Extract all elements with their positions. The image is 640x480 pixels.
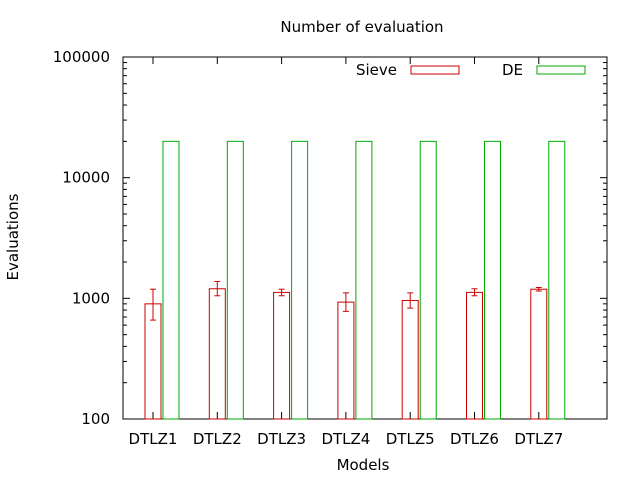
sieve-bar [337,301,355,420]
legend-label-sieve: Sieve [356,61,397,79]
de-bar [291,140,309,420]
sieve-bar [466,291,483,420]
legend: Sieve DE [356,61,586,79]
bars-layer [144,140,566,420]
de-bar [548,140,566,420]
x-tick-label: DTLZ5 [386,430,435,448]
x-axis-label: Models [337,456,390,474]
de-bar [226,140,244,420]
plot-frame [122,56,608,420]
x-tick-label: DTLZ7 [514,430,563,448]
sieve-bar [401,299,419,420]
de-bar [484,140,501,420]
legend-swatch-de [536,65,586,75]
x-tick-label: DTLZ3 [257,430,306,448]
chart-title: Number of evaluation [280,18,443,36]
sieve-bar [273,291,291,420]
sieve-bar [530,288,548,420]
ticks-layer: 100 1000 10000 100000 DTLZ1 DTLZ2 DTLZ3 DTLZ4 DT… [53,48,607,448]
de-bar [355,140,373,420]
x-tick-label: DTLZ4 [321,430,370,448]
de-bar [419,140,437,420]
y-tick-label: 10000 [62,169,110,187]
y-tick-label: 100000 [53,48,110,66]
de-bar [162,140,180,420]
legend-swatch-sieve [410,65,460,75]
x-tick-label: DTLZ6 [450,430,499,448]
y-tick-label: 100 [81,410,110,428]
sieve-bar [144,303,162,420]
x-tick-label: DTLZ2 [193,430,242,448]
y-tick-label: 1000 [72,289,110,307]
sieve-bar [208,288,226,420]
x-tick-label: DTLZ1 [129,430,178,448]
y-axis-label: Evaluations [4,193,22,280]
legend-label-de: DE [502,61,523,79]
